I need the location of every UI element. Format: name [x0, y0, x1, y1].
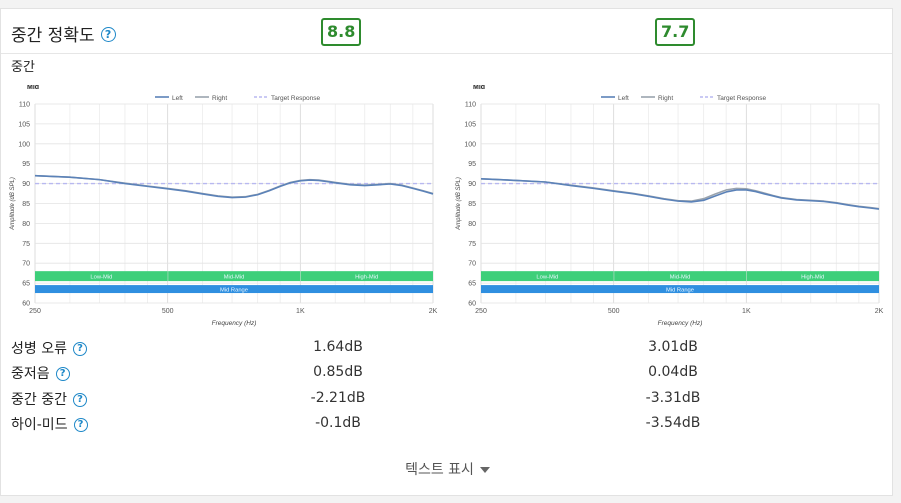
y-tick-label: 110 [19, 102, 30, 109]
x-tick-label: 1K [296, 308, 305, 315]
chart-title: Mid [27, 85, 39, 91]
band-label-3: Mid Range [666, 287, 694, 293]
series-line-left [480, 178, 880, 210]
y-tick-label: 105 [464, 121, 476, 128]
band-label-0: Low-Mid [536, 274, 558, 280]
y-tick-label: 95 [22, 161, 30, 168]
y-tick-label: 95 [468, 161, 476, 168]
y-tick-label: 85 [22, 201, 30, 208]
legend-label-0: Left [618, 95, 629, 102]
score-badge-2: 7.7 [655, 18, 696, 46]
metric-label-std-error: 성병 오류? [11, 338, 87, 358]
subsection-label: 중간 [11, 60, 35, 75]
y-tick-label: 60 [22, 301, 30, 308]
metric-value-high-mid-2: -3.54dB [645, 415, 701, 431]
question-circle-icon[interactable]: ? [55, 367, 70, 381]
band-label-1: Mid-Mid [224, 274, 245, 280]
metric-value-low-mid-2: 0.04dB [648, 364, 698, 380]
x-tick-label: 500 [608, 308, 620, 315]
y-tick-label: 110 [465, 102, 476, 109]
series-line-left [34, 174, 434, 199]
caret-down-icon [479, 467, 490, 473]
x-tick-label: 500 [162, 308, 174, 315]
legend-label-1: Right [658, 95, 673, 102]
legend-label-0: Left [172, 95, 183, 102]
y-tick-label: 75 [22, 241, 30, 248]
question-circle-icon[interactable]: ? [100, 26, 116, 42]
legend-label-2: Target Response [717, 95, 767, 102]
x-tick-label: 250 [475, 308, 487, 315]
metric-label-high-mid: 하이-미드? [11, 414, 88, 434]
y-tick-label: 100 [464, 141, 476, 148]
x-tick-label: 1K [742, 308, 751, 315]
x-tick-label: 2K [429, 308, 438, 315]
y-tick-label: 105 [18, 121, 30, 128]
section-title: 중간 정확도? [11, 21, 116, 46]
metric-value-std-error-2: 3.01dB [648, 339, 698, 355]
band-0 [35, 271, 168, 282]
y-tick-label: 100 [18, 141, 30, 148]
score-badge-1: 8.8 [321, 18, 362, 46]
x-tick-label: 2K [875, 308, 884, 315]
card-header: 중간 정확도? 8.8 7.7 [1, 9, 892, 54]
band-1 [168, 271, 301, 282]
metric-value-mid-mid-2: -3.31dB [645, 390, 701, 406]
band-label-2: High-Mid [355, 274, 378, 280]
y-axis-label: Amplitude (dB SPL) [10, 177, 16, 231]
legend-label-1: Right [212, 95, 227, 102]
section-title-text: 중간 정확도 [11, 26, 95, 46]
band-0 [481, 271, 614, 282]
y-tick-label: 75 [468, 241, 476, 248]
legend-label-2: Target Response [271, 95, 321, 102]
question-circle-icon[interactable]: ? [72, 393, 87, 407]
y-tick-label: 70 [22, 261, 30, 268]
frequency-response-chart-1: Mid Left Right Target Response 60 65 70 75 80 85 9… [10, 85, 438, 327]
x-axis-label: Frequency (Hz) [212, 320, 257, 327]
metric-value-low-mid-1: 0.85dB [313, 364, 363, 380]
y-tick-label: 90 [468, 181, 476, 188]
y-tick-label: 65 [22, 281, 30, 288]
frequency-response-chart-2: Mid Left Right Target Response 60 65 70 75 80 85 9… [456, 85, 884, 327]
x-tick-label: 250 [29, 308, 41, 315]
x-axis-label: Frequency (Hz) [658, 320, 703, 327]
band-label-3: Mid Range [220, 287, 248, 293]
chart-legend: Left Right Target Response [155, 95, 321, 102]
mid-accuracy-card: 중간 정확도? 8.8 7.7 중간 Mid Left Right Target Re… [0, 8, 893, 496]
metric-value-std-error-1: 1.64dB [313, 339, 363, 355]
band-1 [614, 271, 747, 282]
chart-legend: Left Right Target Response [601, 95, 767, 102]
y-tick-label: 80 [468, 221, 476, 228]
metric-value-mid-mid-1: -2.21dB [310, 390, 366, 406]
y-tick-label: 60 [468, 301, 476, 308]
band-3 [481, 285, 879, 294]
band-label-1: Mid-Mid [670, 274, 691, 280]
question-circle-icon[interactable]: ? [73, 418, 88, 432]
y-tick-label: 80 [22, 221, 30, 228]
metric-label-low-mid: 중저음? [11, 363, 70, 383]
question-circle-icon[interactable]: ? [72, 342, 87, 356]
y-tick-label: 90 [22, 181, 30, 188]
band-2 [300, 271, 433, 282]
y-tick-label: 65 [468, 281, 476, 288]
metric-value-high-mid-1: -0.1dB [315, 415, 361, 431]
y-tick-label: 70 [468, 261, 476, 268]
band-3 [35, 285, 433, 294]
band-label-0: Low-Mid [90, 274, 112, 280]
y-tick-label: 85 [468, 201, 476, 208]
band-label-2: High-Mid [801, 274, 824, 280]
y-axis-label: Amplitude (dB SPL) [456, 177, 462, 231]
metric-label-mid-mid: 중간 중간? [11, 389, 87, 409]
chart-title: Mid [473, 85, 485, 91]
show-text-toggle[interactable]: 텍스트 표시 [1, 459, 894, 479]
band-2 [746, 271, 879, 282]
